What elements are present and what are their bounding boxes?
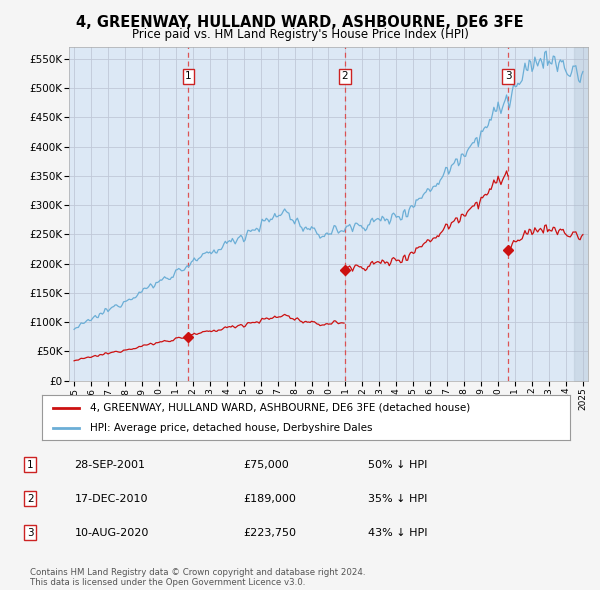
Text: HPI: Average price, detached house, Derbyshire Dales: HPI: Average price, detached house, Derb… xyxy=(89,424,372,434)
Text: 2: 2 xyxy=(27,494,34,503)
Text: 4, GREENWAY, HULLAND WARD, ASHBOURNE, DE6 3FE (detached house): 4, GREENWAY, HULLAND WARD, ASHBOURNE, DE… xyxy=(89,403,470,412)
Text: £223,750: £223,750 xyxy=(244,527,296,537)
Text: 43% ↓ HPI: 43% ↓ HPI xyxy=(368,527,427,537)
Text: 2: 2 xyxy=(341,71,348,81)
Text: 1: 1 xyxy=(27,460,34,470)
Text: 1: 1 xyxy=(185,71,192,81)
Text: 3: 3 xyxy=(505,71,512,81)
Text: Price paid vs. HM Land Registry's House Price Index (HPI): Price paid vs. HM Land Registry's House … xyxy=(131,28,469,41)
Text: 28-SEP-2001: 28-SEP-2001 xyxy=(74,460,145,470)
Text: £189,000: £189,000 xyxy=(244,494,296,503)
Text: 4, GREENWAY, HULLAND WARD, ASHBOURNE, DE6 3FE: 4, GREENWAY, HULLAND WARD, ASHBOURNE, DE… xyxy=(76,15,524,30)
Text: £75,000: £75,000 xyxy=(244,460,289,470)
Text: 17-DEC-2010: 17-DEC-2010 xyxy=(74,494,148,503)
Text: 50% ↓ HPI: 50% ↓ HPI xyxy=(368,460,427,470)
Text: 35% ↓ HPI: 35% ↓ HPI xyxy=(368,494,427,503)
Text: 3: 3 xyxy=(27,527,34,537)
Text: Contains HM Land Registry data © Crown copyright and database right 2024.
This d: Contains HM Land Registry data © Crown c… xyxy=(30,568,365,587)
Text: 10-AUG-2020: 10-AUG-2020 xyxy=(74,527,149,537)
